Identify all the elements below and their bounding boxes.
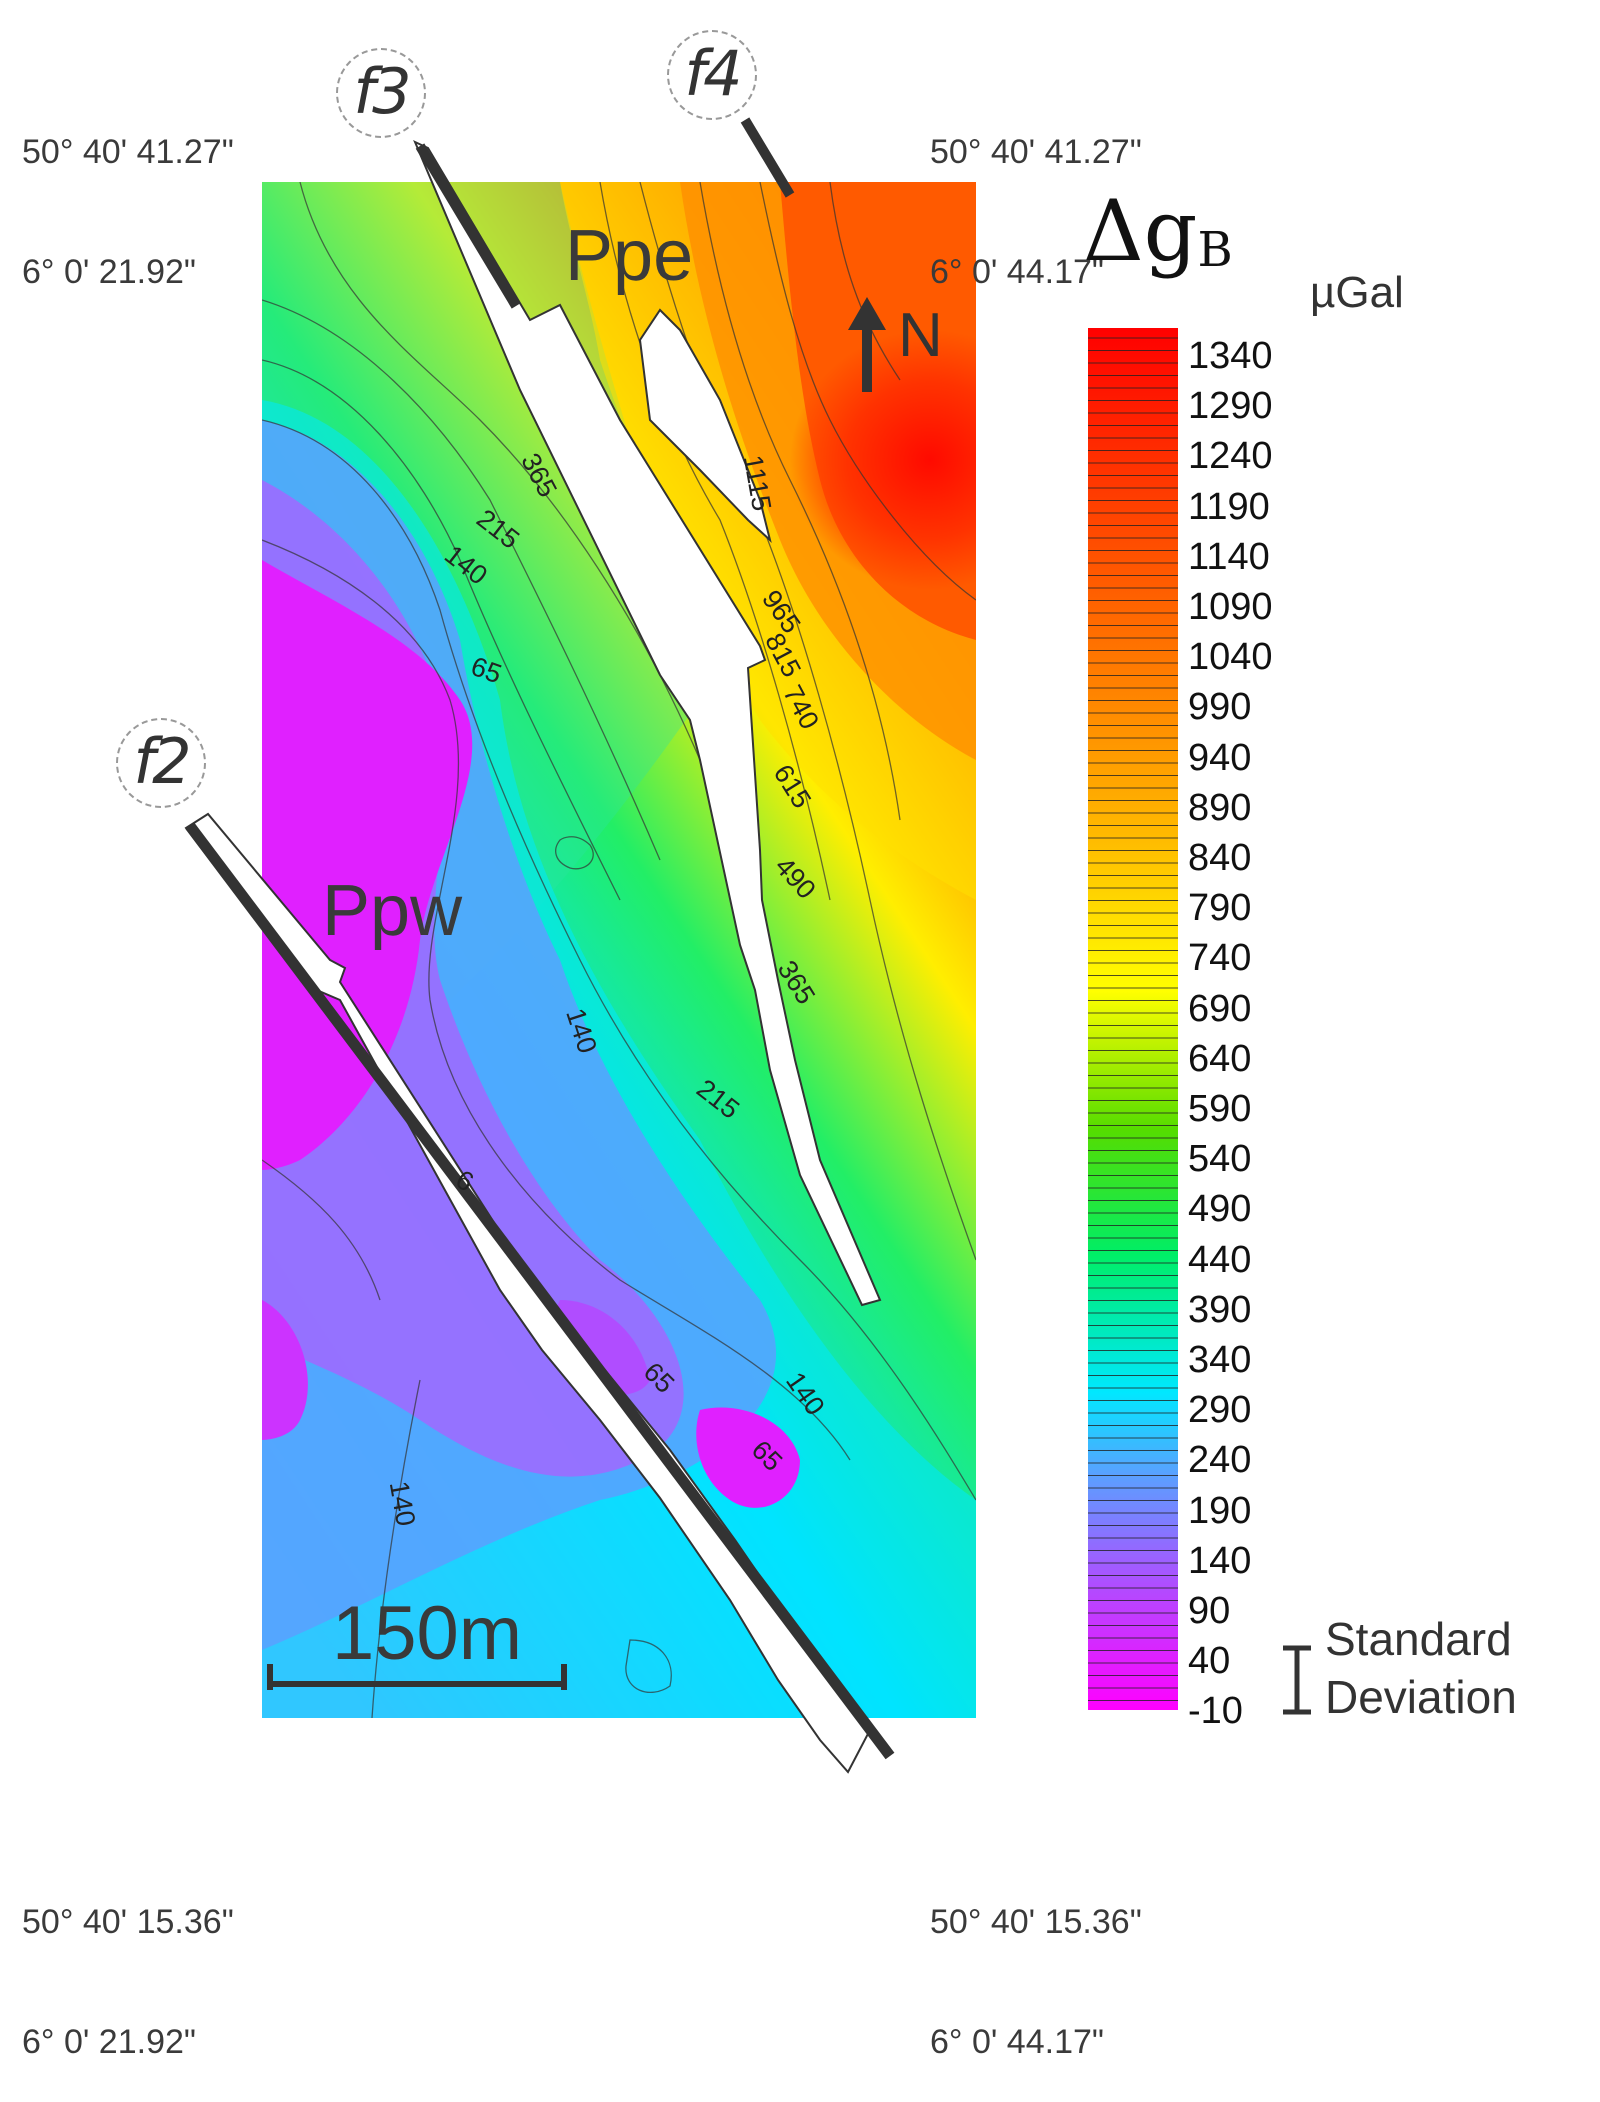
legend-tick-label: 190 <box>1188 1489 1252 1532</box>
legend-tick-label: 1140 <box>1188 535 1270 578</box>
standard-deviation-bar <box>1283 1645 1311 1715</box>
fault-label-f3: f3 <box>336 48 426 138</box>
fault-f3 <box>413 140 882 1307</box>
fault-f2 <box>184 812 895 1774</box>
legend-title-subscript: B <box>1197 222 1233 278</box>
legend-tick-label: 990 <box>1188 686 1252 729</box>
legend-unit: µGal <box>1310 268 1404 317</box>
fault-f4 <box>740 117 795 198</box>
longitude-label: 6° 0' 44.17" <box>930 253 1104 291</box>
legend-tick-label: 1040 <box>1188 636 1273 679</box>
coordinate-top-left: 50° 40' 41.27" 6° 0' 21.92" <box>22 52 234 332</box>
zone-label-ppe: Ppe <box>565 216 694 296</box>
legend-tick-label: 790 <box>1188 887 1252 930</box>
legend-tick-label: 690 <box>1188 987 1252 1030</box>
longitude-label: 6° 0' 44.17" <box>930 2023 1104 2061</box>
longitude-label: 6° 0' 21.92" <box>22 253 196 291</box>
fault-label-f2: f2 <box>116 718 206 808</box>
legend-title-main: Δg <box>1083 182 1198 280</box>
legend-tick-label: 340 <box>1188 1339 1252 1381</box>
legend-colorbar <box>1088 328 1178 1710</box>
north-label: N <box>898 301 943 370</box>
legend-tick-label: 1190 <box>1188 485 1270 528</box>
legend-tick-label: -10 <box>1188 1690 1243 1733</box>
legend-tick-label: 890 <box>1188 786 1252 829</box>
latitude-label: 50° 40' 15.36" <box>930 1903 1142 1941</box>
legend-tick-label: 440 <box>1188 1238 1252 1281</box>
latitude-label: 50° 40' 15.36" <box>22 1903 234 1941</box>
legend-tick-label: 490 <box>1188 1188 1252 1231</box>
coordinate-top-right: 50° 40' 41.27" 6° 0' 44.17" <box>930 52 1142 332</box>
legend-tick-label: 1240 <box>1188 435 1273 478</box>
standard-deviation-line-1: Standard <box>1325 1613 1512 1665</box>
legend-tick-label: 590 <box>1188 1088 1252 1130</box>
legend-tick-label: 540 <box>1188 1138 1252 1181</box>
legend-tick-label: 240 <box>1188 1439 1252 1482</box>
coordinate-bottom-right: 50° 40' 15.36" 6° 0' 44.17" <box>930 1822 1142 2102</box>
legend-tick-label: 1290 <box>1188 385 1273 428</box>
longitude-label: 6° 0' 21.92" <box>22 2023 196 2061</box>
legend-tick-label: 640 <box>1188 1037 1252 1080</box>
latitude-label: 50° 40' 41.27" <box>930 133 1142 171</box>
legend-tick-label: 840 <box>1188 837 1252 879</box>
legend-title: ΔgB <box>1083 182 1233 280</box>
coordinate-bottom-left: 50° 40' 15.36" 6° 0' 21.92" <box>22 1822 234 2102</box>
scale-bar-label: 150m <box>332 1591 523 1676</box>
legend-tick-label: 940 <box>1188 736 1252 779</box>
zone-label-ppw: Ppw <box>322 871 463 951</box>
legend-tick-label: 90 <box>1188 1590 1231 1632</box>
fault-label-f4: f4 <box>667 30 757 120</box>
north-arrow <box>848 297 886 392</box>
lens-block <box>638 308 772 543</box>
standard-deviation-line-2: Deviation <box>1325 1671 1517 1723</box>
legend-tick-label: 740 <box>1188 937 1252 980</box>
gravity-map <box>184 117 1311 1774</box>
latitude-label: 50° 40' 41.27" <box>22 133 234 171</box>
legend-tick-label: 140 <box>1188 1539 1252 1582</box>
legend-tick-label: 1340 <box>1188 335 1273 377</box>
legend-tick-label: 1090 <box>1188 586 1273 628</box>
standard-deviation-label: Standard Deviation <box>1325 1610 1517 1726</box>
legend-tick-label: 290 <box>1188 1389 1252 1432</box>
legend-tick-label: 40 <box>1188 1640 1231 1683</box>
scale-bar <box>267 1664 567 1690</box>
legend-tick-label: 390 <box>1188 1288 1252 1331</box>
